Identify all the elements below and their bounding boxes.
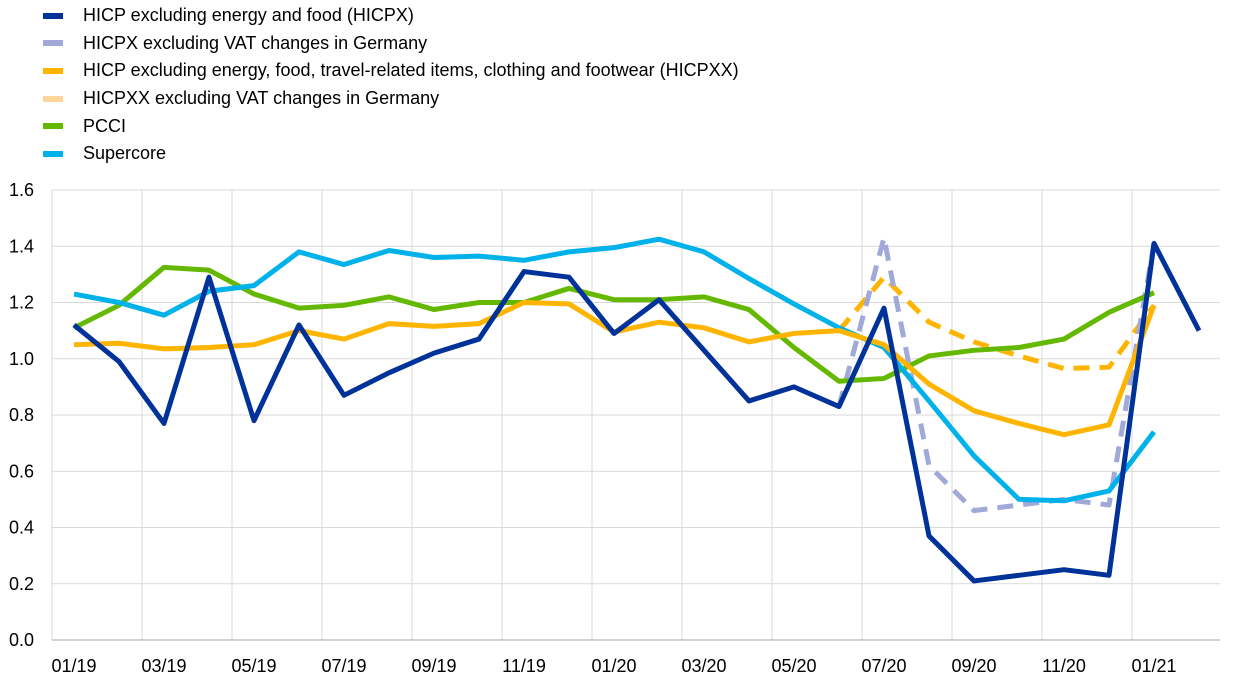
y-tick-label: 0.6 <box>9 461 34 481</box>
legend-item-pcci: PCCI <box>43 112 739 140</box>
x-tick-label: 01/21 <box>1131 656 1176 676</box>
y-tick-label: 0.4 <box>9 518 34 538</box>
x-tick-label: 01/20 <box>591 656 636 676</box>
x-tick-label: 05/20 <box>771 656 816 676</box>
x-tick-label: 11/20 <box>1042 656 1086 676</box>
y-tick-label: 0.0 <box>9 630 34 650</box>
x-tick-label: 09/19 <box>411 656 456 676</box>
y-tick-label: 0.8 <box>9 405 34 425</box>
gridlines <box>52 189 1220 640</box>
legend-swatch-hicpxx <box>43 67 63 74</box>
legend-label-supercore: Supercore <box>83 143 167 164</box>
legend-item-hicpx-ex-vat: HICPX excluding VAT changes in Germany <box>43 30 739 58</box>
series-line-pcci <box>72 264 1156 384</box>
series-line-supercore <box>73 236 1156 504</box>
legend-label-hicpx: HICP excluding energy and food (HICPX) <box>83 5 414 26</box>
x-tick-label: 03/19 <box>141 656 186 676</box>
legend-swatch-hicpx-ex-vat <box>43 40 63 47</box>
y-tick-label: 1.0 <box>9 349 34 369</box>
series-line-hicpx-ex-vat <box>836 235 1157 514</box>
legend-label-hicpxx-ex-vat: HICPXX excluding VAT changes in Germany <box>83 88 440 109</box>
tick-labels: 0.0 0.2 0.4 0.6 0.8 1.0 1.2 1.4 1.6 01/19 03/19 05/… <box>9 180 1177 676</box>
legend-item-supercore: Supercore <box>43 140 739 168</box>
x-tick-label: 01/19 <box>51 656 96 676</box>
legend: HICP excluding energy and food (HICPX) H… <box>43 2 739 168</box>
x-tick-label: 11/19 <box>502 656 546 676</box>
legend-item-hicpxx: HICP excluding energy, food, travel-rela… <box>43 57 739 85</box>
legend-item-hicpx: HICP excluding energy and food (HICPX) <box>43 2 739 30</box>
x-tick-label: 09/20 <box>951 656 996 676</box>
y-tick-label: 1.4 <box>9 236 34 256</box>
legend-swatch-supercore <box>43 150 63 157</box>
series-line-hicpx <box>72 240 1202 584</box>
series-lines <box>72 235 1202 584</box>
axes <box>51 190 1220 641</box>
y-tick-label: 0.2 <box>9 574 34 594</box>
legend-item-hicpxx-ex-vat: HICPXX excluding VAT changes in Germany <box>43 85 739 113</box>
legend-swatch-pcci <box>43 123 63 130</box>
legend-label-pcci: PCCI <box>83 115 127 136</box>
y-tick-label: 1.6 <box>9 180 34 200</box>
x-tick-label: 07/20 <box>861 656 906 676</box>
legend-swatch-hicpxx-ex-vat <box>43 95 63 102</box>
legend-label-hicpxx: HICP excluding energy, food, travel-rela… <box>83 60 739 81</box>
legend-swatch-hicpx <box>43 12 63 19</box>
y-tick-label: 1.2 <box>9 293 34 313</box>
x-tick-label: 03/20 <box>681 656 726 676</box>
x-tick-label: 05/19 <box>231 656 276 676</box>
x-tick-label: 07/19 <box>321 656 366 676</box>
legend-label-hicpx-ex-vat: HICPX excluding VAT changes in Germany <box>83 32 428 53</box>
